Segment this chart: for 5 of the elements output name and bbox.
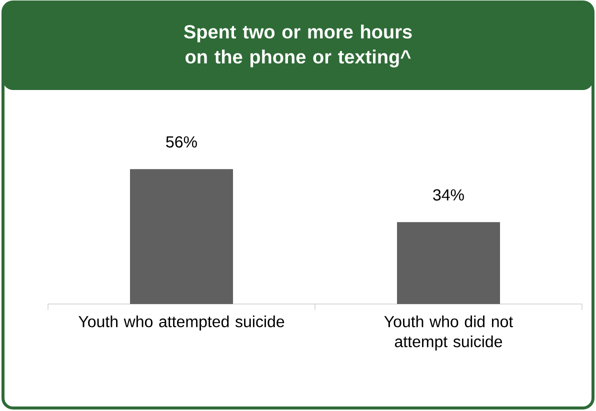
chart-title: Spent two or more hours on the phone or texting^ — [184, 24, 412, 68]
data-label: 34% — [433, 189, 464, 201]
x-tick-label: Youth who attempted suicide — [78, 316, 284, 330]
data-label: 56% — [166, 136, 197, 148]
x-tick-label: Youth who did not attempt suicide — [384, 316, 514, 350]
